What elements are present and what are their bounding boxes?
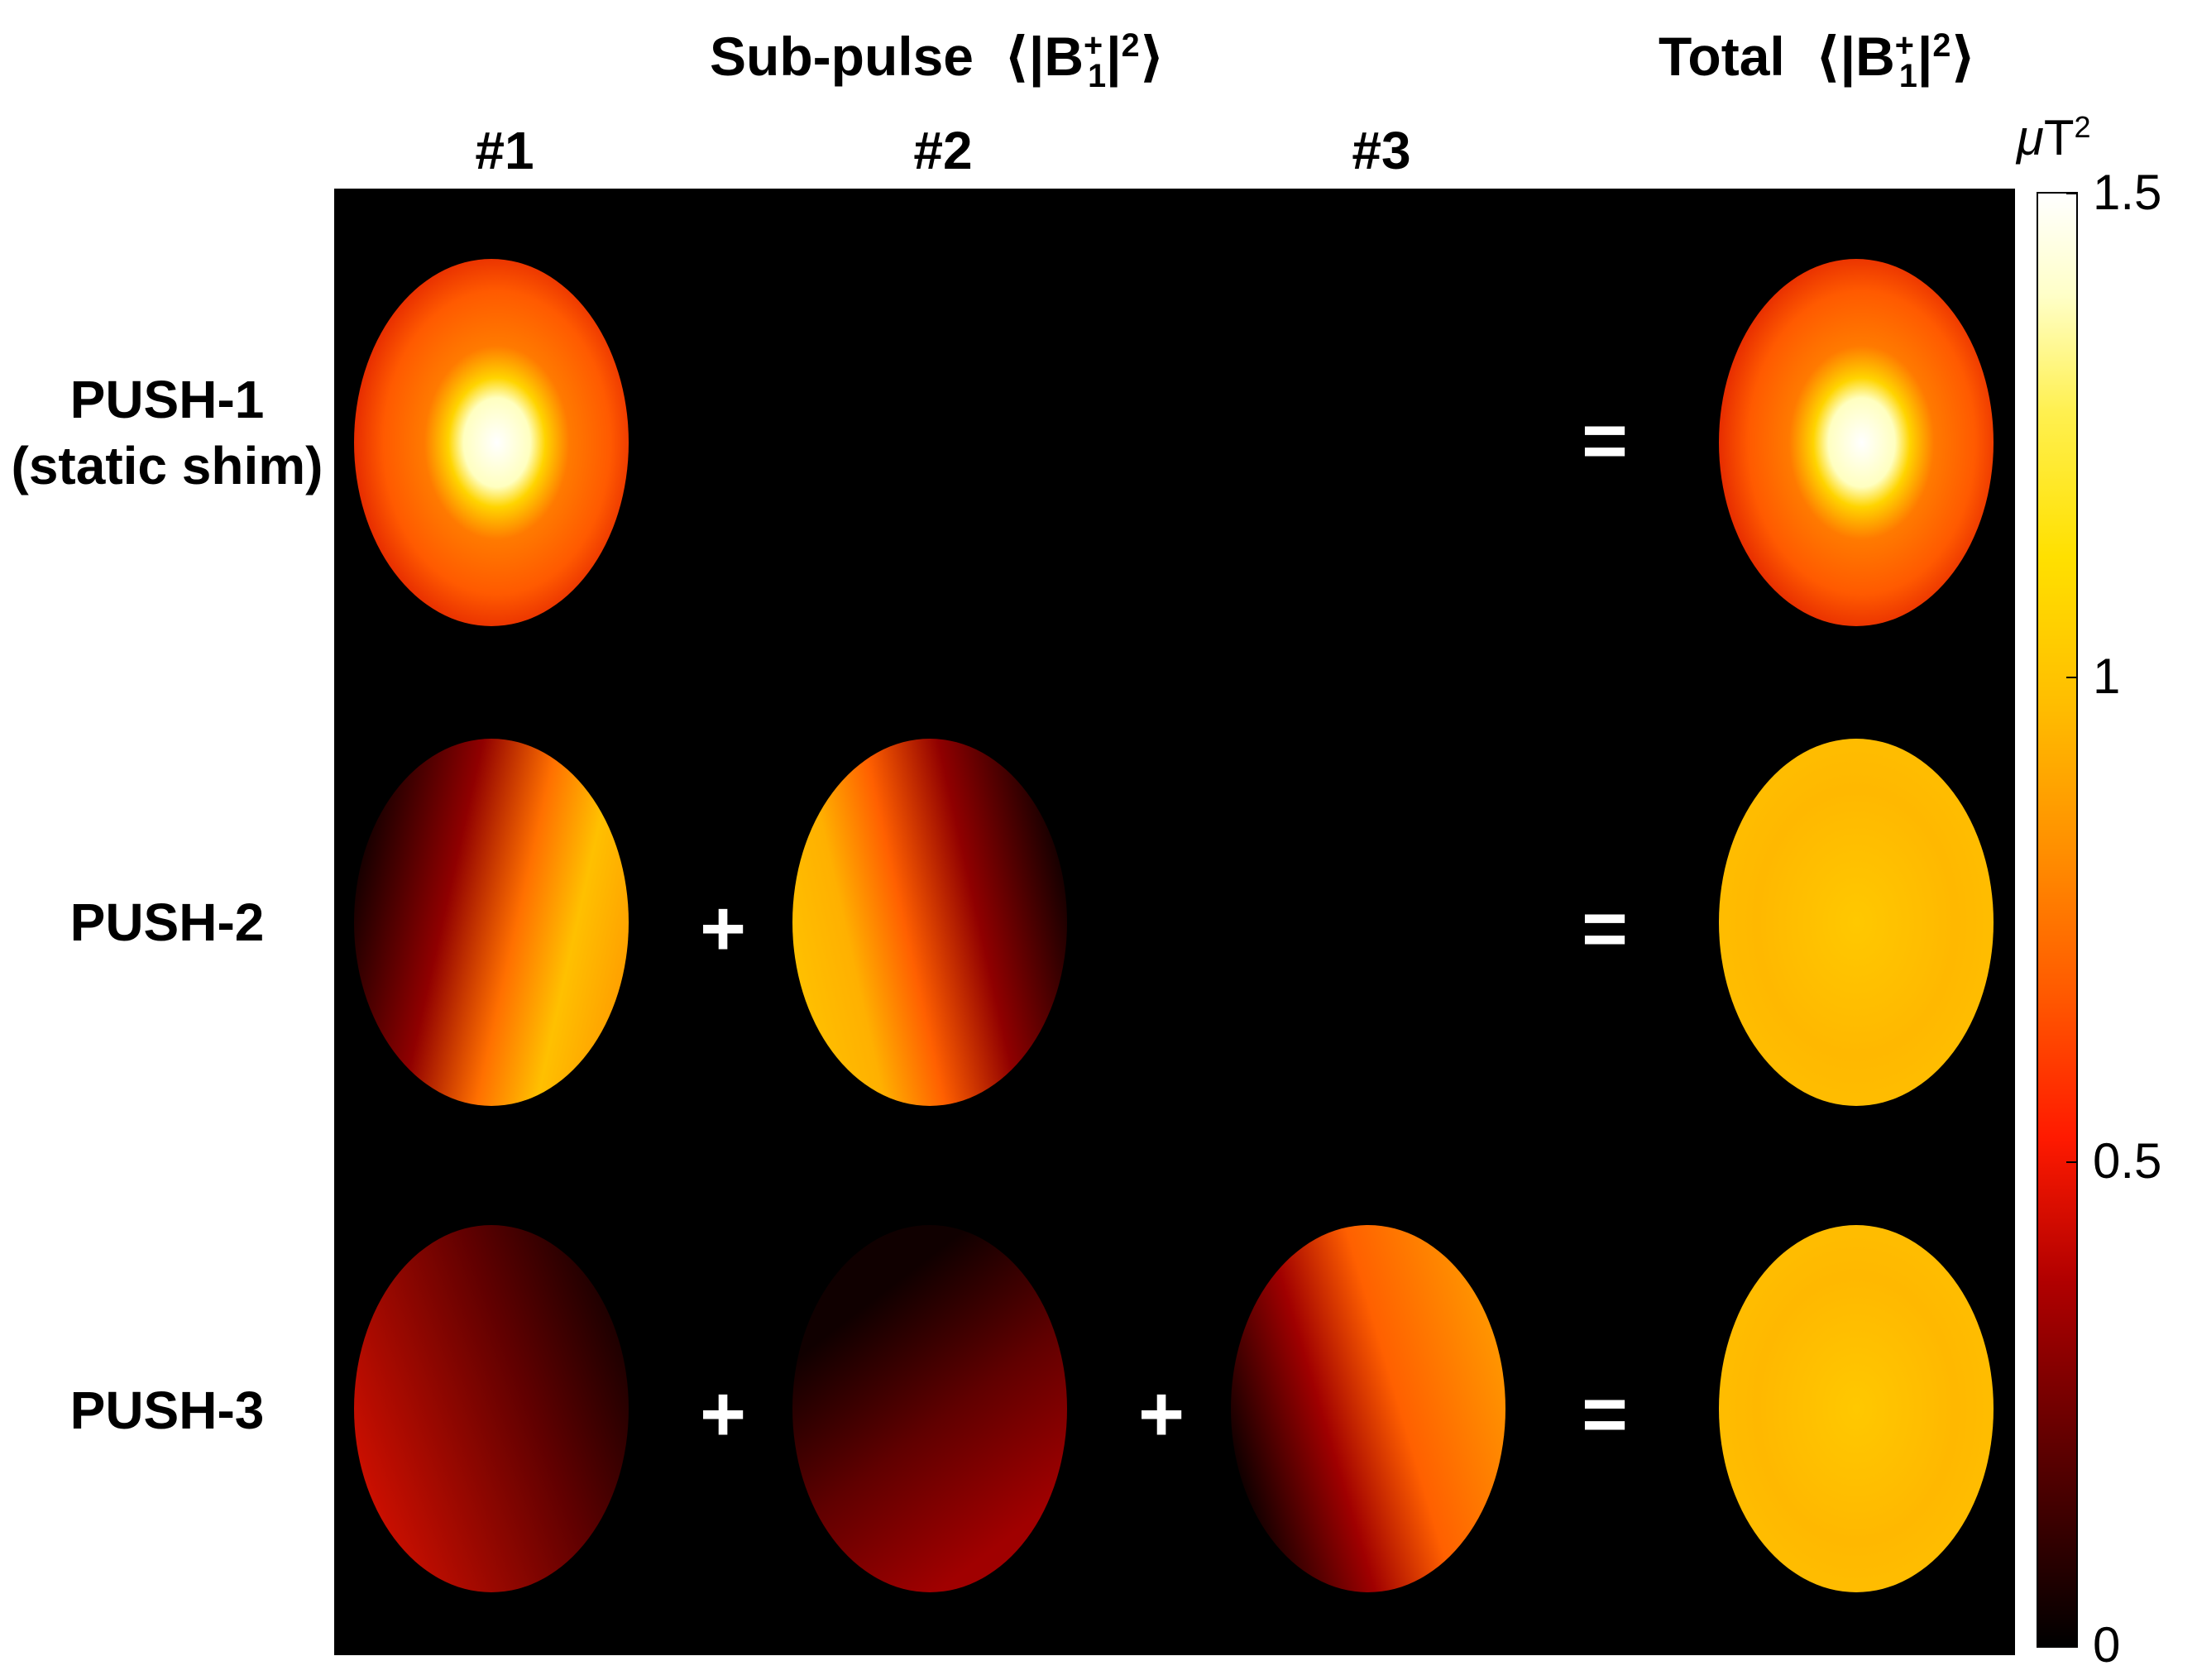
map-push3-sub3 (1231, 1225, 1505, 1592)
equals-sign-row1: = (1581, 396, 1629, 485)
map-push3-sub1 (354, 1225, 629, 1592)
plus-sign-row3-b: + (1137, 1370, 1185, 1458)
equals-sign-row3: = (1581, 1370, 1629, 1458)
equals-sign-row2: = (1581, 884, 1629, 973)
column-header-3: #3 (1352, 121, 1411, 180)
map-push3-sub2 (792, 1225, 1067, 1592)
column-header-2: #2 (913, 121, 973, 180)
colorbar (2037, 192, 2078, 1648)
total-header: Total ⟨|B+1|2⟩ (1659, 26, 1976, 95)
row-label-push2: PUSH-2 (69, 893, 265, 952)
b1-map-grid (354, 259, 1994, 1592)
plus-sign-row3-a: + (699, 1370, 747, 1458)
colorbar-unit: μT2 (2017, 110, 2091, 165)
row-label-push1: PUSH-1 (static shim) (11, 370, 323, 495)
colorbar-tick-label: 0.5 (2093, 1132, 2162, 1189)
map-push1-sub1 (354, 259, 629, 626)
b1-map-panel: = + = + + = (334, 189, 2015, 1655)
plus-sign-row2-a: + (699, 884, 747, 973)
colorbar-tick-label: 1.5 (2093, 165, 2162, 220)
map-push3-total (1719, 1225, 1994, 1592)
map-push2-total (1719, 739, 1994, 1106)
map-push1-total (1719, 259, 1994, 626)
colorbar-tick-label: 0 (2093, 1617, 2121, 1673)
colorbar-tick-mark (2066, 677, 2076, 679)
map-push2-sub2 (792, 739, 1067, 1106)
colorbar-tick-mark (2066, 1161, 2076, 1163)
colorbar-tick-mark (2066, 193, 2076, 194)
column-header-1: #1 (475, 121, 534, 180)
subpulse-header: Sub-pulse ⟨|B+1|2⟩ (710, 26, 1165, 95)
map-push2-sub1 (354, 739, 629, 1106)
row-label-push3: PUSH-3 (69, 1381, 265, 1440)
colorbar-tick-mark (2066, 1645, 2076, 1647)
colorbar-tick-label: 1 (2093, 649, 2121, 705)
